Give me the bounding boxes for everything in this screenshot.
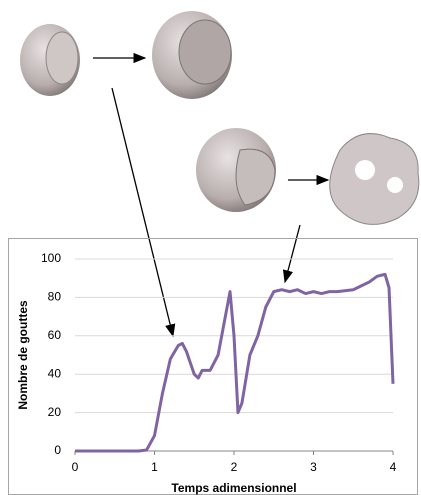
droplet-images	[20, 11, 420, 225]
arrow	[111, 87, 176, 338]
y-tick-label: 60	[48, 328, 62, 342]
arrows	[93, 52, 330, 338]
data-line	[75, 272, 395, 453]
x-tick-label: 1	[151, 460, 158, 474]
x-tick-label: 3	[310, 460, 317, 474]
droplet-image	[329, 133, 420, 225]
y-tick-label: 100	[41, 251, 61, 265]
droplet-detail	[235, 148, 276, 206]
x-tick-label: 2	[231, 460, 238, 474]
droplet-detail	[178, 19, 232, 85]
y-tick-label: 0	[54, 443, 61, 457]
y-axis-label: Nombre de gouttes	[16, 300, 30, 410]
droplet-detail	[387, 177, 403, 193]
y-tick-label: 40	[48, 366, 62, 380]
x-axis-label: Temps adimensionnel	[171, 481, 296, 495]
x-tick-label: 4	[390, 460, 397, 474]
droplet-detail	[45, 31, 79, 85]
droplet-detail	[355, 160, 375, 180]
y-tick-label: 20	[48, 405, 62, 419]
x-tick-label: 0	[72, 460, 79, 474]
arrow	[282, 224, 301, 284]
y-tick-label: 80	[48, 290, 62, 304]
